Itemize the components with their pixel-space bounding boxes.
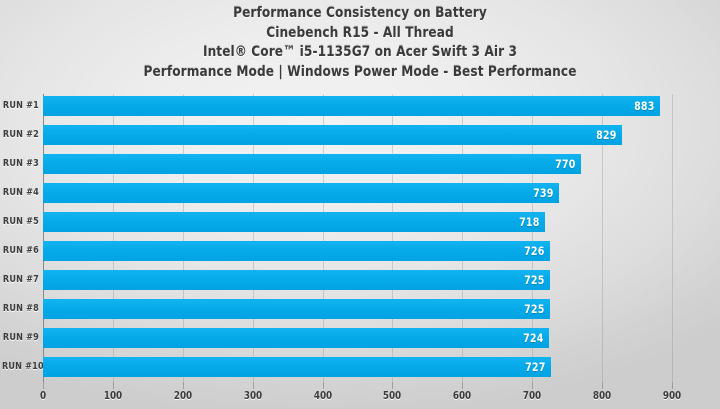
y-axis-label-run-8: RUN #8 [2, 303, 40, 314]
x-tick-label-600: 600 [452, 390, 472, 402]
y-axis-category-labels: RUN #1 RUN #2 RUN #3 RUN #4 RUN #5 RUN #6 RUN … [0, 94, 44, 382]
y-axis-label-run-7: RUN #7 [2, 274, 40, 285]
bar-value-label: 718 [518, 215, 540, 229]
x-tick-label-300: 300 [243, 390, 263, 402]
chart-title-line-3: Intel® Core™ i5-1135G7 on Acer Swift 3 A… [202, 44, 518, 60]
bar-value-label: 725 [523, 273, 545, 287]
bar-row: 727 [43, 357, 672, 377]
x-tick-label-800: 800 [592, 390, 612, 402]
y-axis-label-run-2: RUN #2 [2, 129, 40, 140]
chart-title-line-1: Performance Consistency on Battery [233, 5, 487, 21]
x-tick-800 [602, 382, 603, 389]
bar-run-4[interactable]: 739 [43, 183, 559, 203]
bar-row: 718 [43, 212, 672, 232]
chart-title-block: Performance Consistency on Battery Cineb… [0, 4, 720, 82]
y-axis-label-run-1: RUN #1 [2, 100, 40, 111]
y-axis-label-run-5: RUN #5 [2, 216, 40, 227]
bar-row: 770 [43, 154, 672, 174]
bar-value-label: 727 [524, 360, 546, 374]
bar-run-9[interactable]: 724 [43, 328, 549, 348]
chart-title-line-4: Performance Mode | Windows Power Mode - … [143, 63, 577, 80]
x-tick-label-0: 0 [39, 390, 47, 402]
bar-run-5[interactable]: 718 [43, 212, 545, 232]
x-axis: 0 100 200 300 400 500 600 700 800 900 [39, 382, 681, 409]
bar-row: 829 [43, 125, 672, 145]
gridline-900 [672, 94, 673, 382]
x-tick-500 [392, 382, 393, 389]
x-tick-label-700: 700 [522, 390, 542, 402]
bar-run-2[interactable]: 829 [43, 125, 622, 145]
bar-row: 739 [43, 183, 672, 203]
y-axis-label-run-4: RUN #4 [2, 187, 40, 198]
x-tick-900 [672, 382, 673, 389]
y-axis-label-run-6: RUN #6 [2, 245, 40, 256]
x-tick-400 [323, 382, 324, 389]
x-tick-100 [113, 382, 114, 389]
bar-row: 726 [43, 241, 672, 261]
bar-row: 725 [43, 270, 672, 290]
bar-run-10[interactable]: 727 [43, 357, 551, 377]
bar-row: 883 [43, 96, 672, 116]
y-axis-label-run-3: RUN #3 [2, 158, 40, 169]
x-tick-label-200: 200 [173, 390, 193, 402]
x-tick-300 [253, 382, 254, 389]
bar-value-label: 726 [523, 244, 545, 258]
bar-row: 725 [43, 299, 672, 319]
bar-run-8[interactable]: 725 [43, 299, 550, 319]
bar-value-label: 724 [522, 331, 544, 345]
bar-run-7[interactable]: 725 [43, 270, 550, 290]
bar-value-label: 725 [523, 302, 545, 316]
bar-row: 724 [43, 328, 672, 348]
x-tick-label-100: 100 [103, 390, 123, 402]
x-tick-label-900: 900 [662, 390, 682, 402]
bar-value-label: 883 [633, 99, 655, 113]
bars-layer: 883 829 770 739 718 726 725 725 724 727 [43, 94, 672, 382]
bar-value-label: 739 [532, 186, 554, 200]
chart-title-line-2: Cinebench R15 - All Thread [266, 24, 454, 41]
bar-run-6[interactable]: 726 [43, 241, 550, 261]
plot-area: 883 829 770 739 718 726 725 725 724 727 [43, 94, 673, 382]
x-tick-label-400: 400 [313, 390, 333, 402]
bar-value-label: 770 [554, 157, 576, 171]
bar-run-3[interactable]: 770 [43, 154, 581, 174]
x-tick-0 [43, 382, 44, 389]
x-tick-label-500: 500 [382, 390, 402, 402]
bar-value-label: 829 [595, 128, 617, 142]
y-axis-label-run-10: RUN #10 [1, 361, 44, 372]
x-tick-200 [183, 382, 184, 389]
bar-run-1[interactable]: 883 [43, 96, 660, 116]
x-tick-600 [462, 382, 463, 389]
y-axis-label-run-9: RUN #9 [2, 332, 40, 343]
x-tick-700 [532, 382, 533, 389]
